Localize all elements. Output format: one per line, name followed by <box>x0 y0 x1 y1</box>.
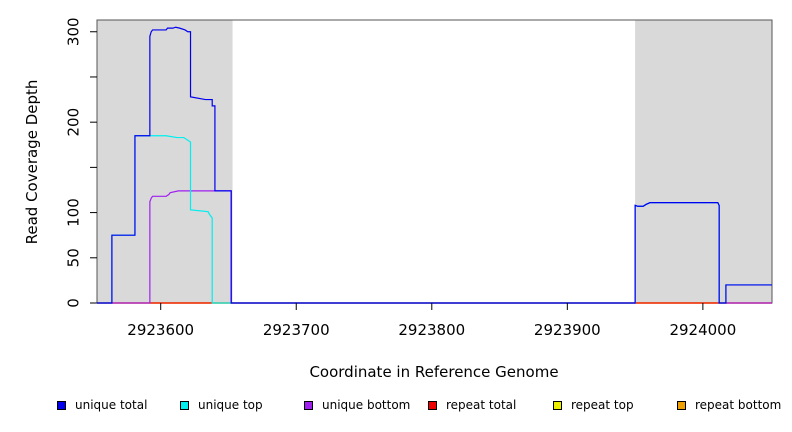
legend-swatch <box>57 400 66 410</box>
shaded-regions <box>97 20 772 303</box>
legend-label: unique top <box>198 398 263 412</box>
legend-item: unique top <box>180 398 263 412</box>
legend-swatch <box>553 400 562 410</box>
legend-swatch <box>304 400 313 410</box>
series-unique-total <box>97 26 772 304</box>
legend-label: repeat top <box>571 398 634 412</box>
legend-label: repeat total <box>446 398 517 412</box>
legend-item: unique bottom <box>304 398 410 412</box>
legend-swatch <box>677 400 686 410</box>
legend-item: repeat top <box>553 398 634 412</box>
x-tick-label: 2924000 <box>669 321 736 339</box>
y-tick-label: 200 <box>65 108 83 137</box>
x-tick-label: 2923900 <box>534 321 601 339</box>
x-tick-label: 2923600 <box>127 321 194 339</box>
y-axis: 0 50 100 200 300 <box>65 17 97 308</box>
x-axis: 2923600 2923700 2923800 2923900 2924000 <box>127 303 736 339</box>
legend-item: repeat total <box>428 398 516 412</box>
shaded-region-2 <box>635 20 772 303</box>
y-tick-label: 0 <box>65 298 83 308</box>
x-tick-label: 2923800 <box>398 321 465 339</box>
legend-item: repeat bottom <box>677 398 781 412</box>
series-layer <box>97 26 772 304</box>
y-tick-label: 50 <box>65 248 83 267</box>
y-tick-label: 100 <box>65 198 83 227</box>
legend-item: unique total <box>57 398 147 412</box>
x-axis-label: Coordinate in Reference Genome <box>309 363 558 381</box>
legend-label: repeat bottom <box>695 398 782 412</box>
shaded-region-1 <box>97 20 233 303</box>
legend-label: unique bottom <box>322 398 411 412</box>
legend-swatch <box>180 400 189 410</box>
legend-swatch <box>428 400 437 410</box>
legend: unique total unique top unique bottom repea… <box>0 398 792 420</box>
y-tick-label: 300 <box>65 17 83 46</box>
x-tick-label: 2923700 <box>263 321 330 339</box>
y-axis-label: Read Coverage Depth <box>23 80 41 245</box>
legend-label: unique total <box>75 398 148 412</box>
